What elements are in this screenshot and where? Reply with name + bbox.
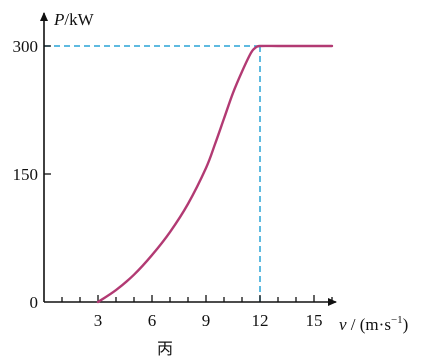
y-tick-label: 300: [13, 37, 39, 56]
x-tick-label: 3: [94, 311, 103, 330]
series-line-power: [96, 44, 334, 304]
axes: P/kW v / (m·s−1): [40, 10, 408, 334]
x-tick-label: 12: [252, 311, 269, 330]
figure-caption: 丙: [157, 339, 173, 358]
x-tick-label: 15: [306, 311, 323, 330]
reference-lines: [44, 45, 261, 302]
x-axis-label: v / (m·s−1): [339, 314, 408, 334]
series: [96, 44, 334, 304]
y-tick-label: 150: [13, 165, 39, 184]
x-tick-label: 9: [202, 311, 211, 330]
origin-label: 0: [30, 293, 39, 312]
y-axis-label: P/kW: [53, 10, 95, 29]
x-tick-label: 6: [148, 311, 157, 330]
ticks: 3 6 9 12 15 150 300 0: [13, 37, 333, 330]
